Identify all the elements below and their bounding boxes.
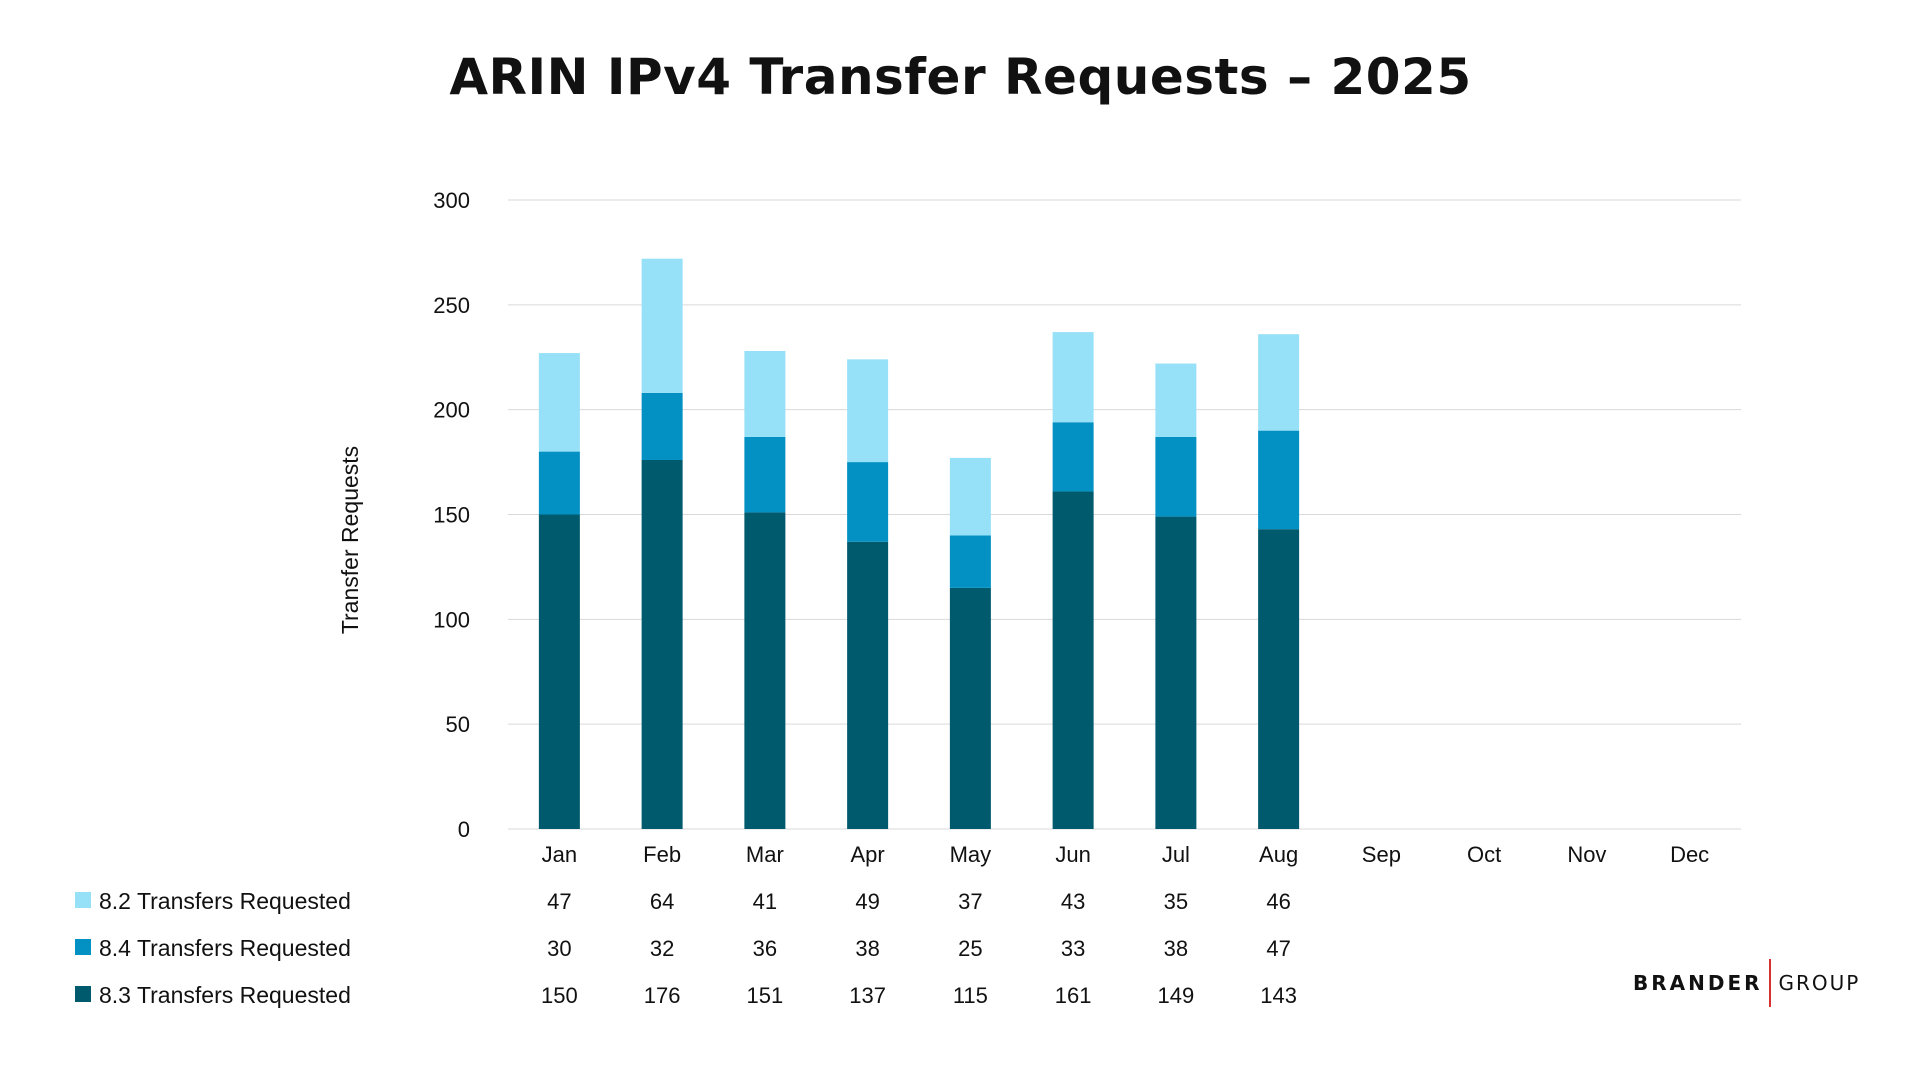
x-tick-label: Dec (1670, 842, 1709, 867)
data-table-value: 38 (855, 936, 879, 961)
bar-segment (538, 353, 580, 452)
y-axis-label: Transfer Requests (337, 446, 363, 634)
y-tick-label: 150 (433, 503, 470, 528)
data-table-value: 137 (849, 983, 886, 1008)
data-table-value: 25 (958, 936, 982, 961)
legend-swatch (75, 892, 91, 908)
bar-segment (949, 587, 991, 829)
legend-label: 8.4 Transfers Requested (99, 935, 351, 961)
bar-segment (1052, 332, 1094, 423)
y-tick-label: 0 (458, 817, 470, 842)
bar-segment (744, 512, 786, 829)
x-tick-label: Jun (1055, 842, 1090, 867)
bar-segment (1052, 491, 1094, 829)
bar-segment (538, 451, 580, 515)
bar-segment (641, 459, 683, 829)
legend-label: 8.3 Transfers Requested (99, 982, 351, 1008)
y-tick-label: 250 (433, 293, 470, 318)
bar-segment (641, 392, 683, 460)
data-table-value: 41 (753, 889, 777, 914)
x-tick-label: Jan (542, 842, 577, 867)
bar-segment (1155, 436, 1197, 517)
bar-segment (1155, 363, 1197, 437)
logo-divider (1768, 959, 1771, 1007)
x-tick-label: Jul (1162, 842, 1190, 867)
bars (538, 258, 1300, 829)
data-table-value: 32 (650, 936, 674, 961)
bar-segment (538, 514, 580, 829)
data-table-value: 30 (547, 936, 571, 961)
y-tick-label: 100 (433, 607, 470, 632)
data-table-value: 49 (855, 889, 879, 914)
chart-title: ARIN IPv4 Transfer Requests – 2025 (449, 48, 1472, 106)
bar-segment (847, 541, 889, 829)
bar-segment (1258, 430, 1300, 530)
bar-segment (1155, 516, 1197, 829)
data-table-value: 176 (644, 983, 681, 1008)
data-table-value: 161 (1055, 983, 1092, 1008)
data-table-value: 47 (1266, 936, 1290, 961)
data-table-value: 46 (1266, 889, 1290, 914)
data-table-value: 36 (753, 936, 777, 961)
bar-segment (1052, 422, 1094, 492)
y-axis-ticks: 0 50 100 150 200 250 300 (433, 188, 470, 842)
brander-group-logo: BRANDER GROUP (1633, 958, 1860, 1008)
bar-segment (744, 436, 786, 513)
grid-lines (508, 199, 1741, 830)
x-tick-label: Oct (1467, 842, 1501, 867)
data-table-value: 149 (1158, 983, 1195, 1008)
data-table-value: 143 (1260, 983, 1297, 1008)
x-tick-label: Aug (1259, 842, 1298, 867)
data-table-value: 43 (1061, 889, 1085, 914)
bar-segment (744, 350, 786, 437)
logo-brand-text: BRANDER (1633, 971, 1763, 995)
data-table: 8.2 Transfers Requested 47 64 41 49 37 43 35 46 8… (75, 888, 1297, 1008)
legend-swatch (75, 986, 91, 1002)
data-table-value: 150 (541, 983, 578, 1008)
x-tick-label: Mar (746, 842, 784, 867)
x-tick-label: Feb (643, 842, 681, 867)
data-table-value: 33 (1061, 936, 1085, 961)
data-table-value: 37 (958, 889, 982, 914)
data-table-value: 115 (953, 983, 988, 1008)
y-tick-label: 300 (433, 188, 470, 213)
bar-segment (1258, 529, 1300, 829)
data-table-value: 38 (1164, 936, 1188, 961)
x-tick-label: Sep (1362, 842, 1401, 867)
data-table-value: 64 (650, 889, 674, 914)
data-table-value: 35 (1164, 889, 1188, 914)
x-tick-label: May (950, 842, 992, 867)
logo-group-text: GROUP (1778, 971, 1861, 995)
bar-segment (949, 535, 991, 588)
legend-swatch (75, 939, 91, 955)
data-table-value: 151 (747, 983, 784, 1008)
bar-segment (949, 457, 991, 536)
bar-segment (847, 462, 889, 542)
bar-segment (1258, 334, 1300, 431)
data-table-value: 47 (547, 889, 571, 914)
y-tick-label: 50 (446, 712, 470, 737)
bar-segment (641, 258, 683, 393)
x-tick-label: Apr (851, 842, 885, 867)
x-axis-ticks: Jan Feb Mar Apr May Jun Jul Aug Sep Oct Nov Dec (542, 842, 1710, 867)
y-tick-label: 200 (433, 398, 470, 423)
legend-label: 8.2 Transfers Requested (99, 888, 351, 914)
bar-segment (847, 359, 889, 463)
x-tick-label: Nov (1567, 842, 1606, 867)
